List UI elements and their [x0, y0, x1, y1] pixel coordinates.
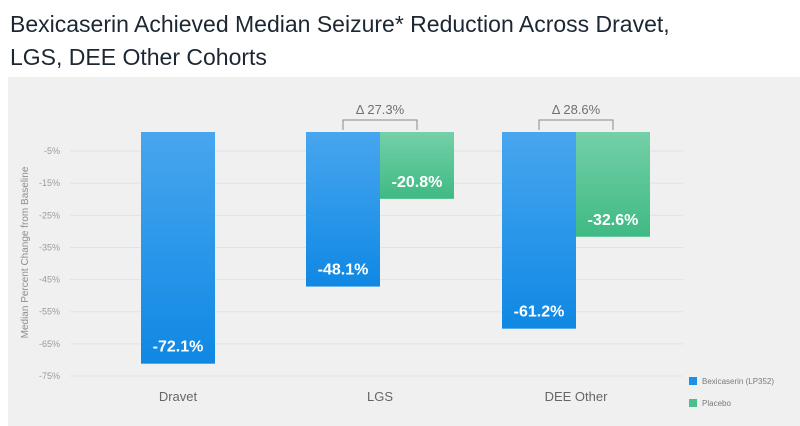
y-tick-label: -75%	[39, 371, 60, 381]
bar-chart: -5% -15% -25% -35% -45% -55% -65% -75% Median Pe…	[20, 102, 774, 408]
y-tick-label: -55%	[39, 307, 60, 317]
y-tick-label: -25%	[39, 210, 60, 220]
x-tick-label: LGS	[367, 389, 393, 404]
delta-bracket	[538, 119, 614, 130]
delta-annotation: Δ 27.3%	[356, 102, 405, 117]
legend-label: Bexicaserin (LP352)	[702, 377, 774, 386]
y-tick-label: -45%	[39, 275, 60, 285]
y-tick-label: -5%	[44, 146, 60, 156]
bar-dee-other-placebo	[576, 132, 650, 237]
delta-annotation: Δ 28.6%	[552, 102, 601, 117]
data-label: -48.1%	[318, 262, 369, 279]
page-title: Bexicaserin Achieved Median Seizure* Red…	[10, 11, 670, 70]
data-label: -61.2%	[514, 304, 565, 321]
y-tick-label: -15%	[39, 178, 60, 188]
legend-label: Placebo	[702, 399, 731, 408]
x-tick-label: DEE Other	[545, 389, 609, 404]
bar-dravet-bexicaserin	[141, 132, 215, 364]
y-tick-label: -35%	[39, 242, 60, 252]
data-label: -72.1%	[153, 339, 204, 356]
bar-dee-other-bexicaserin	[502, 132, 576, 329]
legend-swatch	[689, 399, 697, 407]
bar-lgs-bexicaserin	[306, 132, 380, 287]
data-label: -20.8%	[392, 174, 443, 191]
data-label: -32.6%	[588, 212, 639, 229]
delta-bracket	[342, 119, 418, 130]
y-axis-label: Median Percent Change from Baseline	[20, 166, 31, 338]
bar-lgs-placebo	[380, 132, 454, 199]
chart-panel: -5% -15% -25% -35% -45% -55% -65% -75% Median Pe…	[8, 77, 800, 426]
x-tick-label: Dravet	[159, 389, 198, 404]
y-tick-label: -65%	[39, 339, 60, 349]
legend-swatch	[689, 377, 697, 385]
